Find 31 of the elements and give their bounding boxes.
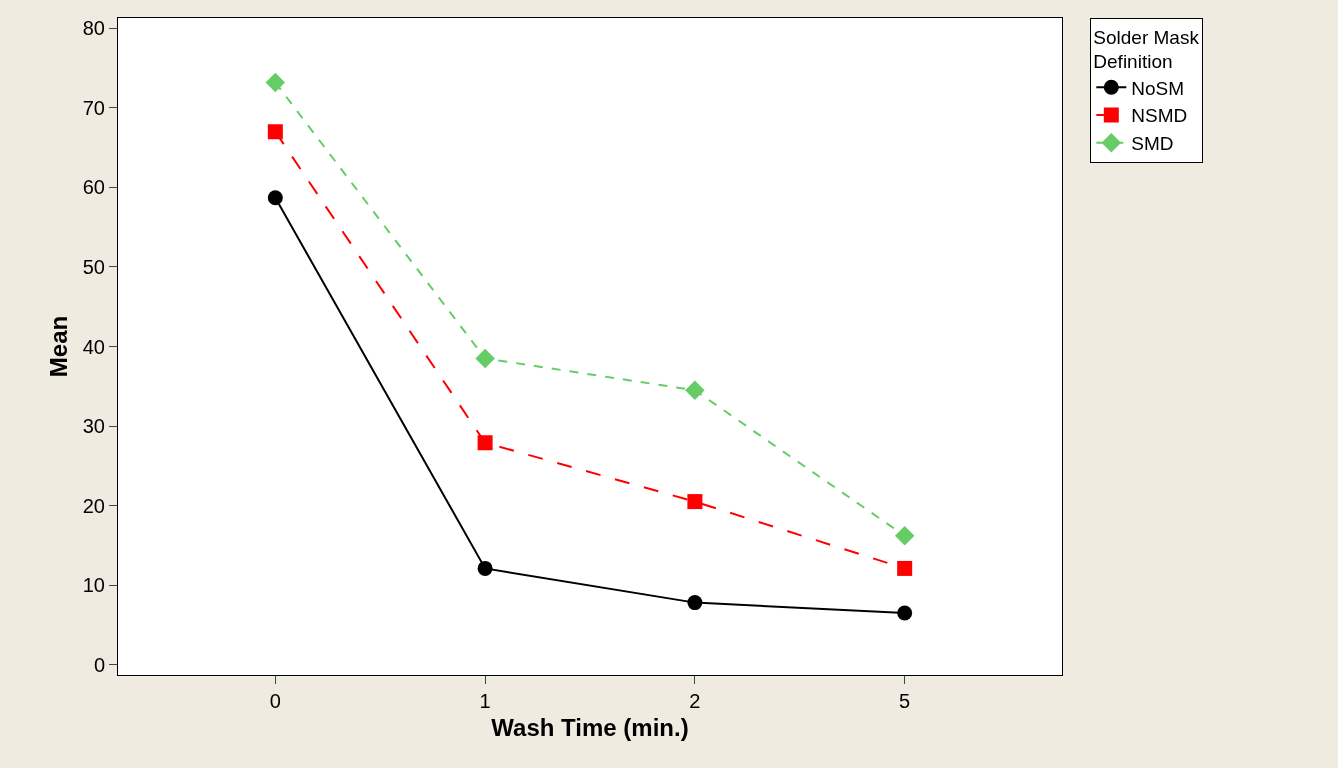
point bbox=[477, 560, 493, 576]
x-tick-label: 5 bbox=[899, 690, 911, 712]
x-tick-label: 0 bbox=[269, 690, 281, 712]
y-tick-label: 40 bbox=[82, 335, 105, 358]
y-tick-label: 50 bbox=[82, 255, 105, 278]
y-tick-label: 30 bbox=[82, 415, 105, 438]
point bbox=[477, 435, 493, 451]
x-tick-label: 1 bbox=[479, 690, 491, 712]
point bbox=[475, 348, 495, 369]
y-tick-label: 60 bbox=[82, 176, 105, 199]
y-tick-label: 70 bbox=[82, 96, 105, 119]
legend-label: NSMD bbox=[1131, 105, 1188, 127]
point bbox=[897, 605, 913, 621]
y-axis-title: Mean bbox=[44, 315, 72, 378]
point bbox=[687, 494, 703, 510]
x-axis-title: Wash Time (min.) bbox=[491, 714, 689, 742]
point bbox=[267, 190, 283, 206]
point bbox=[687, 595, 703, 611]
point bbox=[267, 124, 283, 140]
legend-title: Solder Mask Definition bbox=[1093, 26, 1200, 73]
point bbox=[894, 526, 915, 546]
legend-label: NoSM bbox=[1131, 77, 1185, 99]
x-tick-label: 2 bbox=[689, 690, 701, 712]
point bbox=[265, 72, 286, 93]
legend-label: SMD bbox=[1131, 133, 1174, 155]
y-tick-label: 10 bbox=[82, 574, 105, 597]
y-tick-label: 80 bbox=[82, 17, 105, 40]
y-tick-label: 0 bbox=[93, 653, 105, 676]
point bbox=[897, 560, 913, 576]
y-tick-label: 20 bbox=[82, 494, 105, 517]
point bbox=[685, 380, 705, 400]
